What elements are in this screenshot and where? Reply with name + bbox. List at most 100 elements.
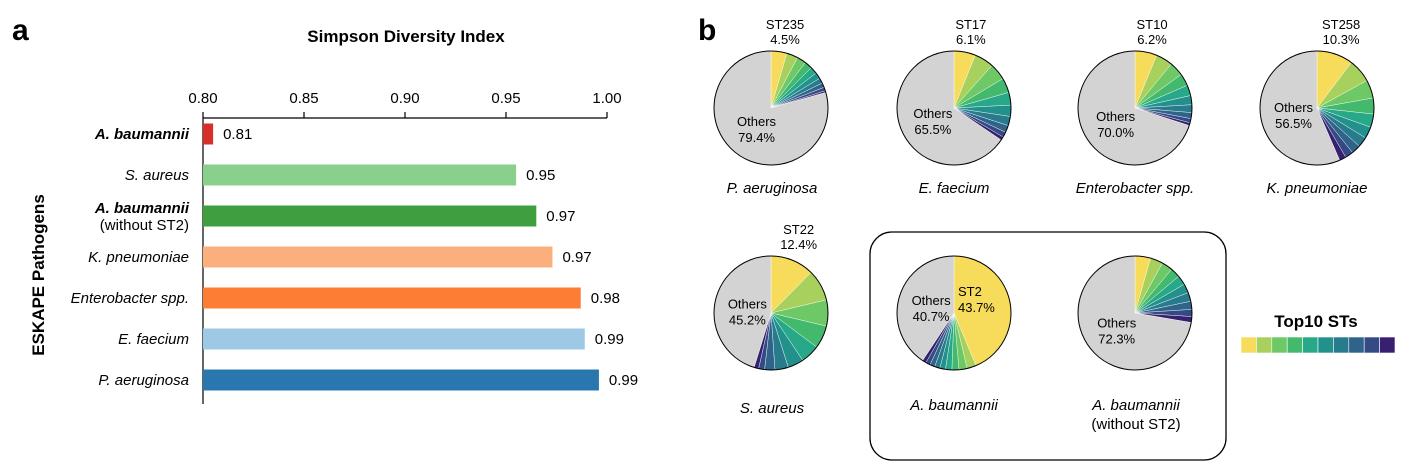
pie-outline [1077, 255, 1193, 371]
legend-swatch [1363, 336, 1380, 354]
bar-value-label: 0.99 [609, 372, 638, 389]
bar-chart: Simpson Diversity Index ESKAPE Pathogens… [29, 27, 638, 404]
legend-swatch [1240, 336, 1257, 354]
x-tick-label: 0.90 [390, 90, 419, 107]
panel-a-letter: a [12, 14, 29, 47]
category-label: A. baumannii [94, 126, 190, 143]
pie-others-label: Others [737, 114, 777, 129]
pie-outline [1259, 50, 1375, 166]
bar [203, 369, 599, 391]
pie-sublabel: (without ST2) [1091, 416, 1180, 433]
pie-name: E. faecium [919, 180, 990, 197]
bar [203, 123, 214, 145]
pie-top-st-pct: 6.1% [956, 32, 986, 47]
bar-value-label: 0.97 [562, 249, 591, 266]
x-tick-label: 0.95 [491, 90, 520, 107]
category-label: S. aureus [125, 167, 190, 184]
bar-marks [203, 123, 599, 391]
legend-swatch [1271, 336, 1288, 354]
legend: Top10 STs [1240, 312, 1396, 354]
legend-swatch [1333, 336, 1350, 354]
category-sublabel: (without ST2) [100, 217, 189, 234]
pie-others-pct: 70.0% [1097, 125, 1134, 140]
legend-swatch [1317, 336, 1334, 354]
bar-value-label: 0.95 [526, 167, 555, 184]
legend-swatches [1240, 336, 1396, 354]
pie-others-label: Others [912, 293, 952, 308]
pie-others-label: Others [728, 296, 768, 311]
legend-swatch [1302, 336, 1319, 354]
x-tick-label: 1.00 [592, 90, 621, 107]
bar-value-label: 0.99 [595, 331, 624, 348]
pie-top-st-label: ST10 [1136, 17, 1167, 32]
category-label: A. baumannii [94, 200, 190, 217]
bar-value-label: 0.81 [223, 126, 252, 143]
pie-top-st-label: ST17 [955, 17, 986, 32]
pie-top-st-pct: 6.2% [1137, 32, 1167, 47]
bar [203, 328, 585, 350]
pie-others-pct: 65.5% [914, 122, 951, 137]
bar [203, 205, 537, 227]
pie-others-pct: 79.4% [738, 130, 775, 145]
bar [203, 246, 553, 268]
pie-others-pct: 40.7% [913, 309, 950, 324]
bar-value-label: 0.97 [546, 208, 575, 225]
category-label: K. pneumoniae [88, 249, 189, 266]
pie-top-st-pct: 4.5% [770, 32, 800, 47]
category-label: E. faecium [118, 331, 189, 348]
legend-swatch [1348, 336, 1365, 354]
pie-top-st-pct: 12.4% [780, 237, 817, 252]
x-tick-label: 0.85 [289, 90, 318, 107]
pie-others-label: Others [1274, 100, 1314, 115]
bar [203, 287, 581, 309]
pie-name: Enterobacter spp. [1076, 180, 1194, 197]
pie-name: K. pneumoniae [1267, 180, 1368, 197]
pie-outline [713, 50, 829, 166]
pie-outline [896, 255, 1012, 371]
pie-outline [896, 50, 1012, 166]
bar-chart-ylabel: ESKAPE Pathogens [29, 194, 48, 356]
pie-top-st-pct: 10.3% [1323, 32, 1360, 47]
pie-others-label: Others [913, 106, 953, 121]
bar-value-label: 0.98 [591, 290, 620, 307]
pie-top-st-label: ST258 [1322, 17, 1360, 32]
panel-b-letter: b [698, 14, 716, 47]
bar [203, 164, 517, 186]
pie-top-st-label: ST2 [958, 284, 982, 299]
pie-others-label: Others [1096, 109, 1136, 124]
bar-ticks: 0.80 0.85 0.90 0.95 1.00 [188, 90, 622, 118]
pie-name: A. baumannii [909, 397, 998, 414]
pie-others-pct: 56.5% [1275, 116, 1312, 131]
x-tick-label: 0.80 [188, 90, 217, 107]
legend-swatch [1256, 336, 1273, 354]
pie-top-st-label: ST22 [783, 222, 814, 237]
highlight-box [869, 231, 1227, 461]
category-label: Enterobacter spp. [71, 290, 189, 307]
bar-values: 0.81 0.95 0.97 0.97 0.98 0.99 0.99 [223, 126, 638, 389]
pie-top-st-label: ST235 [766, 17, 804, 32]
pie-name: A. baumannii [1091, 397, 1180, 414]
pie-others-label: Others [1097, 315, 1137, 330]
pie-others-pct: 45.2% [729, 312, 766, 327]
pie-outline [713, 255, 829, 371]
category-label: P. aeruginosa [98, 372, 189, 389]
legend-title: Top10 STs [1274, 312, 1357, 331]
pie-others-pct: 72.3% [1098, 331, 1135, 346]
pie-name: S. aureus [740, 400, 805, 417]
legend-swatch [1379, 336, 1396, 354]
bar-chart-title: Simpson Diversity Index [307, 27, 505, 46]
pie-top-st-pct: 43.7% [958, 300, 995, 315]
legend-swatch [1286, 336, 1303, 354]
pie-name: P. aeruginosa [727, 180, 818, 197]
